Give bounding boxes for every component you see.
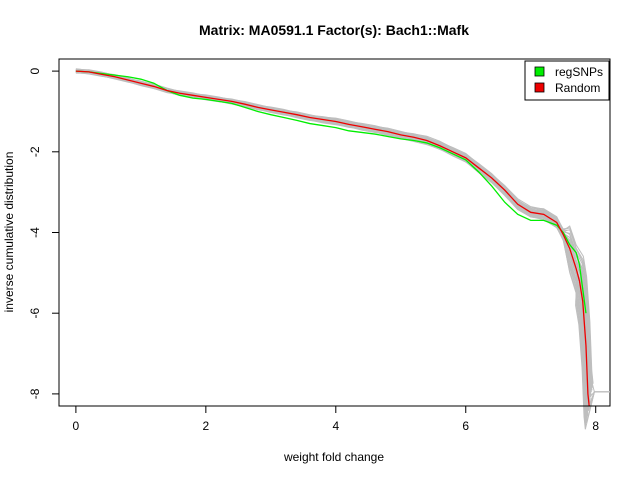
random-trial-line [75, 70, 587, 430]
random-trial-line [75, 68, 594, 384]
x-tick-label: 2 [203, 419, 210, 433]
x-tick-label: 4 [332, 419, 339, 433]
y-tick-label: -8 [28, 388, 42, 399]
legend-label-random: Random [555, 81, 600, 95]
chart-title: Matrix: MA0591.1 Factor(s): Bach1::Mafk [199, 22, 469, 38]
y-tick-label: -4 [28, 227, 42, 238]
y-tick-label: -2 [28, 146, 42, 157]
y-axis: 0 -2 -4 -6 -8 [28, 67, 60, 399]
legend-swatch-regsnps [534, 66, 545, 77]
plot-frame [58, 58, 611, 407]
random-trial-line [75, 68, 593, 391]
legend-swatch-random [534, 82, 545, 93]
x-tick-label: 8 [592, 419, 599, 433]
random-trial-line [75, 71, 587, 427]
x-tick-label: 6 [462, 419, 469, 433]
y-tick-label: 0 [28, 67, 42, 74]
y-axis-label: inverse cumulative distribution [2, 152, 16, 313]
random-trial-line [75, 72, 587, 424]
random-trial-line [75, 69, 594, 384]
series-lines [75, 70, 590, 407]
series-line-random [75, 70, 590, 407]
x-axis-label: weight fold change [283, 450, 384, 464]
x-tick-label: 0 [73, 419, 80, 433]
legend: regSNPs Random [524, 60, 610, 101]
legend-label-regsnps: regSNPs [555, 65, 603, 79]
y-tick-label: -6 [28, 308, 42, 319]
random-trial-line [75, 69, 610, 397]
x-axis: 0 2 4 6 8 [73, 405, 599, 433]
